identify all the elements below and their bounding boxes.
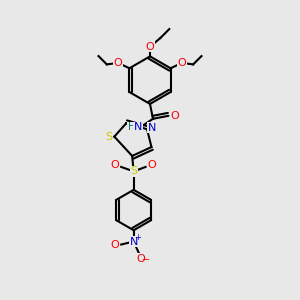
Text: O: O	[148, 160, 157, 170]
Text: O: O	[110, 160, 119, 170]
Text: O: O	[114, 58, 122, 68]
Text: O: O	[146, 42, 154, 52]
Text: S: S	[106, 132, 113, 142]
Text: +: +	[134, 233, 141, 242]
Text: N: N	[130, 236, 138, 247]
Text: S: S	[130, 167, 137, 176]
Text: H: H	[128, 122, 135, 132]
Text: O: O	[178, 58, 186, 68]
Text: N: N	[134, 122, 142, 132]
Text: −: −	[142, 255, 151, 265]
Text: N: N	[148, 123, 156, 133]
Text: O: O	[136, 254, 145, 264]
Text: O: O	[171, 111, 179, 121]
Text: O: O	[110, 239, 119, 250]
